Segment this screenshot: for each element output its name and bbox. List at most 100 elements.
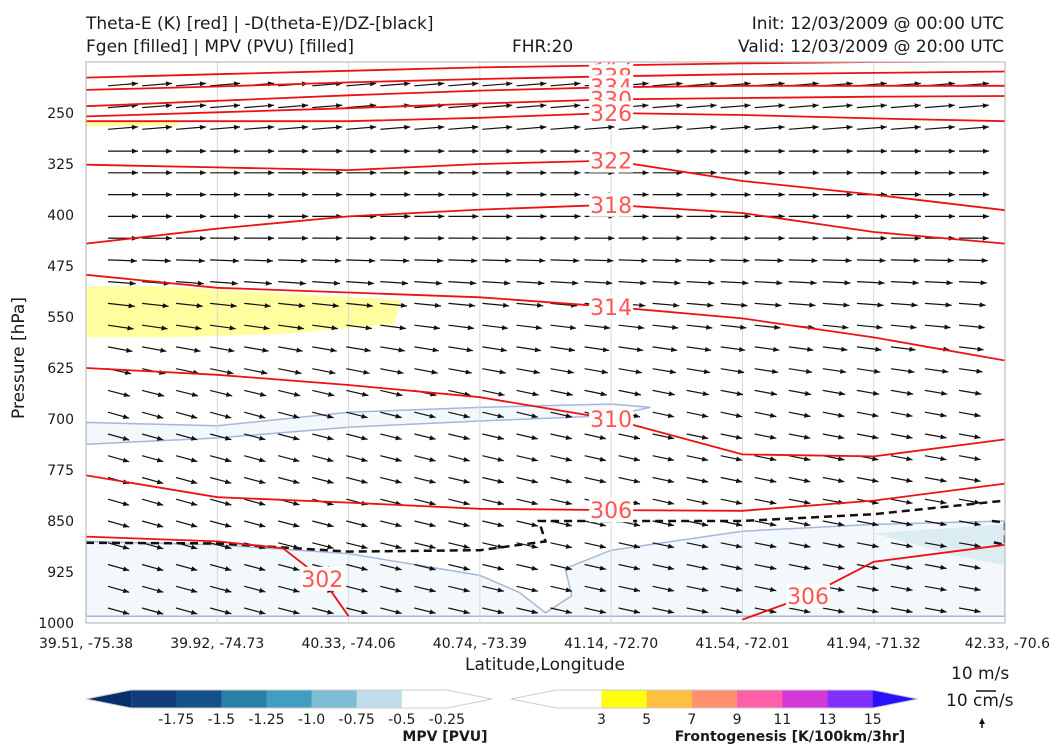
- theta-e-label-bg: [589, 148, 634, 173]
- wind-vector-head: [497, 522, 504, 528]
- wind-vector-head: [369, 258, 376, 264]
- theta-e-label-bg: [589, 407, 634, 431]
- wind-vector-head: [574, 213, 581, 219]
- wind-vector-head: [574, 148, 581, 154]
- wind-vector-head: [429, 500, 436, 506]
- wind-vector-head: [565, 565, 572, 571]
- wind-vector-head: [227, 369, 234, 375]
- wind-vector-head: [429, 413, 436, 419]
- wind-vector-head: [336, 103, 343, 109]
- wind-vector-head: [940, 434, 947, 440]
- wind-vector-head: [769, 521, 777, 527]
- wind-vector-head: [739, 346, 746, 352]
- wind-vector-head: [642, 148, 649, 154]
- wind-vector-head: [438, 124, 445, 130]
- wind-vector-head: [838, 521, 845, 527]
- wind-vector-head: [122, 414, 130, 419]
- wind-vector-head: [463, 565, 470, 571]
- title-line-2: Fgen [filled] | MPV (PVU) [filled]: [86, 37, 355, 57]
- y-tick-label: 475: [47, 259, 74, 275]
- mpv-area: [86, 520, 1005, 617]
- wind-vector-head: [129, 280, 136, 286]
- wind-vector-head: [506, 81, 513, 87]
- wind-vector-head: [497, 413, 504, 419]
- wind-vector-head: [268, 213, 275, 219]
- y-axis: 250 325 400 475 550 625 700 775 850 925 1000: [38, 106, 74, 632]
- wind-vector-head: [872, 608, 879, 614]
- wind-vector-head: [224, 501, 232, 506]
- wind-vector-head: [199, 81, 206, 87]
- wind-vector-head: [364, 347, 371, 353]
- wind-vector-head: [909, 346, 916, 352]
- wind-vector-head: [707, 302, 714, 308]
- x-tick-label: 39.92, -74.73: [170, 636, 264, 652]
- colorbar-segment: [646, 690, 693, 708]
- wind-vector-head: [531, 543, 538, 549]
- wind-vector-head: [878, 280, 885, 286]
- wind-vector-head: [673, 302, 680, 308]
- wind-vector-head: [573, 258, 580, 264]
- wind-vector-head: [263, 325, 270, 331]
- wind-vector-head: [574, 192, 581, 198]
- wind-vector-head: [531, 435, 538, 440]
- wind-vector-head: [200, 148, 207, 154]
- wind-vector-head: [404, 81, 411, 87]
- wind-vector-head: [465, 369, 472, 375]
- wind-vector-head: [982, 103, 989, 109]
- wind-vector-head: [268, 192, 275, 198]
- wind-vector-head: [531, 522, 538, 528]
- wind-vector-head: [432, 347, 439, 353]
- theta-e-label: 306: [590, 499, 632, 524]
- mpv-colorbar-label: MPV [PVU]: [402, 729, 487, 745]
- wind-vector-head: [770, 391, 778, 396]
- wind-vector-head: [974, 456, 981, 461]
- wind-vector-head: [190, 435, 198, 441]
- wind-vector-head: [361, 566, 368, 571]
- theta-e-label: 302: [301, 568, 343, 593]
- wind-vector-head: [190, 522, 198, 528]
- wind-vector-head: [331, 325, 338, 331]
- wind-vector-head: [540, 170, 547, 176]
- theta-e-line: [86, 367, 1005, 458]
- wind-vector-head: [165, 235, 172, 241]
- fgen-colorbar-label: Frontogenesis [K/100km/3hr]: [675, 729, 905, 745]
- wind-vector-head: [838, 543, 845, 549]
- y-tick-label: 625: [47, 361, 74, 377]
- wind-vector-head: [296, 347, 303, 353]
- colorbar-segment: [872, 690, 918, 708]
- wind-vector-head: [574, 170, 581, 176]
- wind-vector-head: [327, 544, 334, 550]
- wind-vector-head: [501, 325, 508, 331]
- wind-vector-head: [336, 148, 343, 154]
- wind-vector-head: [701, 608, 709, 614]
- wind-vector-head: [293, 522, 300, 528]
- wind-vector-head: [642, 213, 649, 219]
- wind-vector-head: [633, 434, 641, 440]
- y-tick-label: 700: [47, 412, 74, 428]
- wind-vector-head: [365, 325, 372, 331]
- wind-vector-head: [506, 192, 513, 198]
- wind-vector-head: [463, 500, 470, 506]
- filled-regions: [86, 119, 1005, 617]
- wind-vector-head: [574, 124, 581, 130]
- wind-vector-head: [566, 391, 573, 397]
- wind-vector-head: [940, 543, 947, 549]
- wind-vector-head: [845, 258, 852, 263]
- wind-vector-head: [200, 213, 207, 219]
- wind-vector-head: [429, 544, 436, 549]
- wind-vector-head: [537, 302, 544, 308]
- wind-vector-head: [531, 478, 538, 484]
- wind-vector-head: [708, 280, 715, 286]
- wind-vector-head: [775, 302, 782, 308]
- wind-vector-head: [976, 368, 983, 374]
- wind-vector-head: [472, 235, 479, 241]
- wind-vector-head: [370, 148, 377, 154]
- valid-time: Valid: 12/03/2009 @ 20:00 UTC: [738, 37, 1004, 57]
- wind-vector-head: [974, 412, 981, 418]
- wind-vector-head: [710, 192, 717, 198]
- wind-vector-head: [981, 258, 988, 263]
- wind-vector-head: [327, 609, 334, 615]
- wind-vector-head: [874, 368, 881, 374]
- y-tick-label: 325: [47, 157, 74, 173]
- wind-vector-head: [812, 235, 819, 241]
